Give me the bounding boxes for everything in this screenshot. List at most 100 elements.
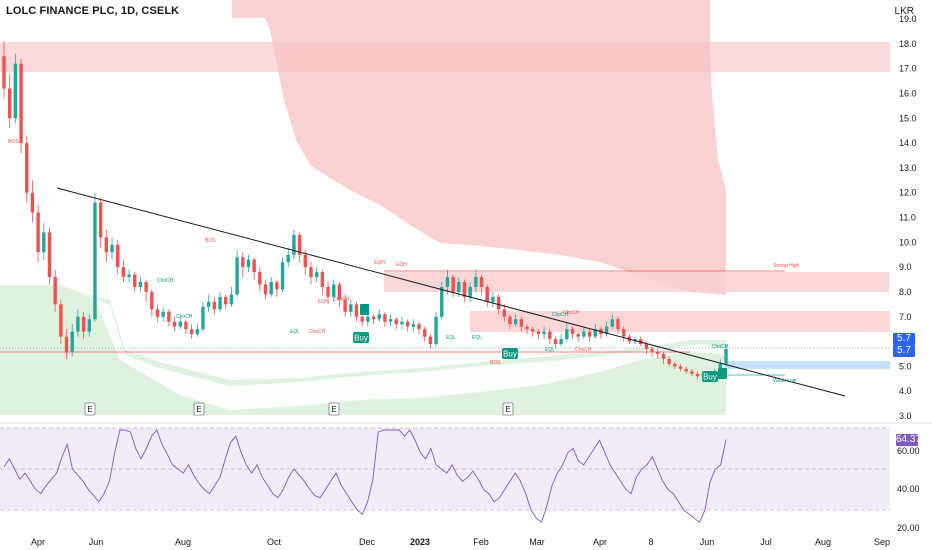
candle-body	[656, 351, 660, 354]
time-tick-label: Jul	[760, 537, 772, 547]
earnings-marker-label: E	[331, 405, 336, 414]
price-tick-label: 4.0	[899, 386, 912, 396]
candle-body	[280, 262, 285, 290]
candle-body	[644, 344, 649, 350]
candle-body	[195, 329, 199, 335]
structure-label: BOS	[205, 238, 216, 244]
candle-body	[536, 331, 541, 335]
time-tick-label: Apr	[31, 537, 45, 547]
candle-body	[542, 331, 546, 335]
candle-body	[371, 316, 376, 320]
candle-body	[576, 334, 580, 337]
currency-label: LKR	[894, 6, 914, 17]
structure-label: ChoCH	[552, 312, 569, 318]
demand-zone-bottom-white	[80, 292, 726, 410]
time-tick-label: Aug	[815, 537, 831, 547]
candle-body	[383, 314, 387, 322]
time-tick-label: 2023	[410, 537, 430, 547]
supply-zone-mid	[384, 272, 889, 292]
candle-body	[468, 286, 472, 297]
entry-badge	[718, 368, 727, 379]
candle-body	[7, 88, 12, 119]
candle-body	[582, 331, 586, 337]
candle-body	[434, 316, 438, 345]
structure-label: EQL	[545, 347, 555, 353]
candle-body	[189, 329, 194, 335]
candle-body	[252, 259, 256, 273]
price-tick-label: 8.0	[899, 287, 912, 297]
time-axis[interactable]: Apr Jun Aug Oct Dec 2023 Feb Mar Apr 8 Jun Jul Aug Se…	[31, 537, 890, 547]
candle-body	[320, 272, 325, 287]
candle-body	[650, 349, 654, 352]
candle-body	[286, 254, 290, 263]
candle-body	[161, 311, 165, 317]
candle-body	[275, 282, 279, 290]
price-tick-label: 9.0	[899, 262, 912, 272]
price-tick-label: 16.0	[899, 88, 917, 98]
candle-body	[667, 358, 671, 364]
candle-body	[30, 192, 35, 213]
price-tick-label: 3.0	[899, 411, 912, 421]
candle-body	[269, 282, 273, 295]
candle-body	[678, 366, 683, 369]
structure-label: BOS	[8, 139, 19, 145]
structure-label: ChoCH	[309, 329, 326, 335]
structure-label: ChoCH	[575, 347, 592, 353]
buy-signal-label: Buy	[503, 350, 517, 359]
candle-body	[309, 267, 313, 278]
candle-body	[349, 304, 353, 312]
candle-body	[184, 321, 188, 330]
structure-label: Weak Low	[773, 378, 797, 384]
structure-label: ChoCH	[712, 344, 729, 350]
candle-body	[610, 319, 615, 327]
rsi-tick-label: 40.00	[897, 484, 920, 494]
earnings-marker-label: E	[196, 405, 201, 414]
candle-body	[695, 373, 700, 377]
candle-body	[417, 324, 421, 330]
structure-label: ChoCH	[333, 297, 350, 303]
blue-zone	[725, 361, 890, 369]
candle-body	[110, 244, 114, 253]
candle-body	[25, 143, 29, 193]
candle-body	[531, 329, 535, 332]
price-tag-close: 5.7	[893, 345, 915, 357]
earnings-marker[interactable]	[84, 402, 96, 416]
candle-body	[400, 321, 404, 325]
earnings-marker[interactable]	[502, 402, 514, 416]
candle-body	[13, 63, 18, 119]
structure-label: ChoCH	[176, 314, 193, 320]
candle-body	[445, 277, 450, 287]
supply-zone-low	[470, 311, 890, 332]
structure-label: EQH	[374, 260, 385, 266]
candle-body	[508, 316, 512, 325]
price-axis[interactable]: 19.0 18.0 17.0 16.0 15.0 14.0 13.0 12.0 11.0 10.0…	[899, 14, 917, 421]
candle-body	[314, 272, 319, 278]
candle-body	[377, 314, 381, 320]
trendline	[56, 187, 846, 397]
earnings-marker[interactable]	[193, 402, 205, 416]
price-tick-label: 17.0	[899, 64, 917, 74]
rsi-pane[interactable]	[0, 427, 890, 524]
time-tick-label: Apr	[593, 537, 607, 547]
rsi-axis[interactable]: 60.00 40.00 20.00	[897, 446, 920, 533]
price-tick-label: 19.0	[899, 14, 917, 24]
candle-body	[718, 363, 723, 372]
candle-body	[241, 257, 245, 268]
structure-label: EQH	[396, 262, 407, 268]
time-tick-label: Dec	[359, 537, 376, 547]
candle-body	[661, 353, 666, 359]
candle-body	[491, 296, 495, 302]
price-tick-label: 5.0	[899, 361, 912, 371]
candle-body	[337, 284, 342, 300]
structure-label: EQL	[290, 329, 300, 335]
candle-body	[87, 319, 91, 332]
candle-body	[513, 319, 518, 325]
price-tag-last: 5.7	[893, 333, 915, 345]
structure-label: EQL	[446, 335, 456, 341]
earnings-marker[interactable]	[328, 402, 340, 416]
candle-body	[360, 316, 364, 322]
candle-body	[593, 329, 597, 337]
candle-body	[144, 282, 148, 292]
